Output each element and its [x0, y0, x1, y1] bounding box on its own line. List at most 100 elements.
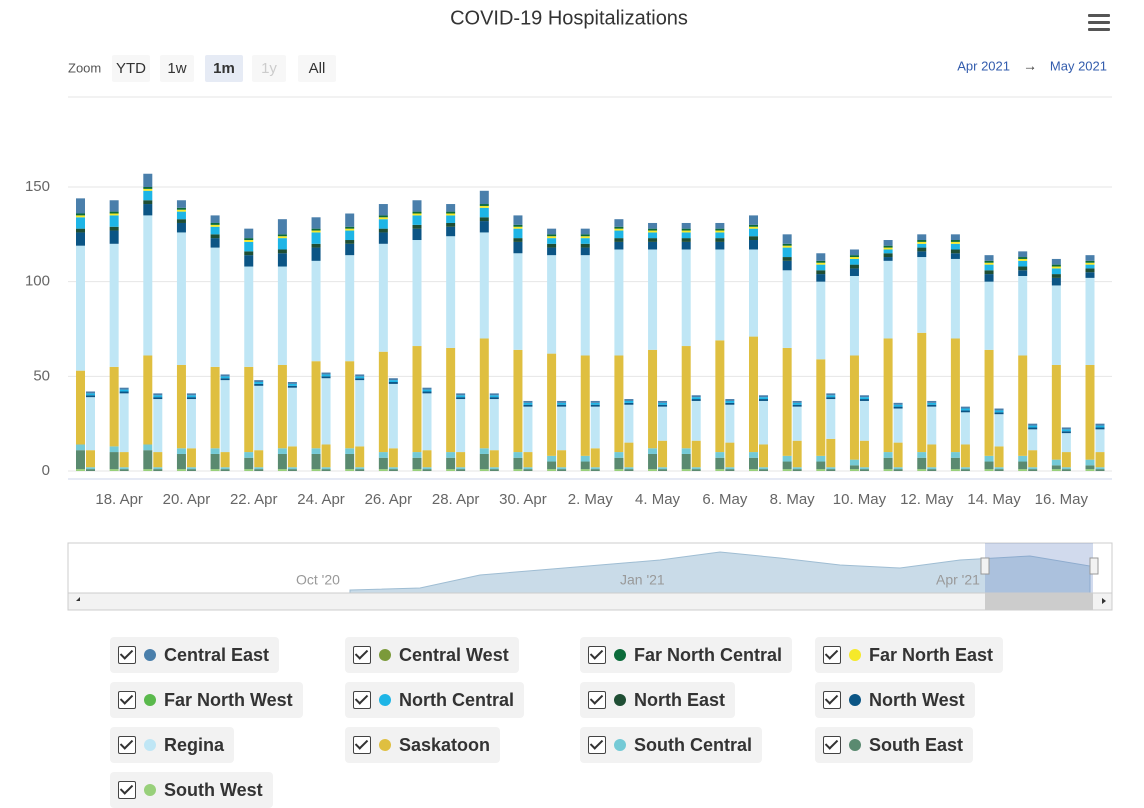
bar-segment: [782, 469, 792, 471]
bar-segment: [1085, 459, 1095, 466]
legend-checkbox[interactable]: [118, 736, 136, 754]
legend-label[interactable]: Saskatoon: [399, 734, 491, 755]
zoom-button[interactable]: [298, 55, 336, 82]
zoom-button[interactable]: [112, 55, 150, 82]
legend-symbol: [144, 739, 156, 751]
legend-item[interactable]: Far North East: [815, 637, 1004, 673]
bar-segment: [715, 457, 725, 470]
navigator-selection[interactable]: [985, 543, 1093, 593]
bar-segment: [648, 249, 658, 350]
bar-segment: [523, 406, 533, 453]
bar-segment: [725, 467, 735, 470]
bar-segment: [513, 457, 523, 470]
legend-item[interactable]: North East: [580, 682, 736, 718]
bar-segment: [76, 215, 85, 218]
legend-label[interactable]: Far North East: [869, 644, 994, 665]
legend-checkbox[interactable]: [353, 736, 371, 754]
bar-segment: [826, 469, 836, 471]
legend-label[interactable]: South Central: [634, 734, 753, 755]
legend-label[interactable]: South East: [869, 734, 964, 755]
bar-segment: [950, 241, 960, 244]
legend-label[interactable]: Central West: [399, 644, 509, 665]
bar-segment: [109, 230, 119, 244]
legend-item[interactable]: Far North West: [110, 682, 303, 718]
navigator-handle[interactable]: [1089, 557, 1099, 575]
bar-segment: [614, 228, 624, 231]
bar-segment: [658, 467, 668, 470]
bar-segment: [917, 240, 927, 242]
legend-checkbox[interactable]: [353, 646, 371, 664]
legend-checkbox[interactable]: [588, 736, 606, 754]
bar-segment: [658, 400, 668, 403]
legend-item[interactable]: North West: [815, 682, 975, 718]
bar-segment: [388, 378, 398, 381]
navigator-handle[interactable]: [980, 557, 990, 575]
bar-segment: [883, 469, 893, 471]
legend-label[interactable]: Far North Central: [634, 644, 783, 665]
bar-segment: [86, 395, 95, 398]
legend-item[interactable]: North Central: [345, 682, 525, 718]
legend-item[interactable]: Central East: [110, 637, 280, 673]
legend-item[interactable]: Far North Central: [580, 637, 793, 673]
legend-label[interactable]: North Central: [399, 689, 515, 710]
legend-checkbox[interactable]: [588, 646, 606, 664]
legend-label[interactable]: Central East: [164, 644, 270, 665]
bar-segment: [658, 469, 668, 471]
bar-segment: [1051, 258, 1061, 265]
bar-segment: [109, 226, 119, 231]
legend-checkbox[interactable]: [118, 646, 136, 664]
range-to[interactable]: May 2021: [1050, 58, 1107, 73]
legend-checkbox[interactable]: [118, 691, 136, 709]
bar-segment: [244, 266, 254, 367]
legend-checkbox[interactable]: [823, 646, 841, 664]
legend-item[interactable]: Regina: [110, 727, 235, 763]
bar-segment: [1051, 465, 1061, 470]
zoom-button-label[interactable]: 1y: [261, 60, 277, 77]
legend-checkbox[interactable]: [353, 691, 371, 709]
bar-segment: [345, 448, 355, 454]
zoom-button-label[interactable]: 1m: [213, 60, 235, 77]
legend-label[interactable]: Far North West: [164, 689, 293, 710]
legend-checkbox[interactable]: [823, 736, 841, 754]
zoom-button-label[interactable]: All: [309, 60, 326, 77]
bar-segment: [287, 387, 297, 447]
legend-item[interactable]: Central West: [345, 637, 519, 673]
legend-label[interactable]: North East: [634, 689, 726, 710]
range-from[interactable]: Apr 2021: [957, 58, 1010, 73]
legend-item[interactable]: South Central: [580, 727, 763, 763]
bar-segment: [86, 467, 95, 470]
bar-segment: [859, 400, 869, 441]
bar-segment: [950, 234, 960, 241]
bar-segment: [76, 228, 85, 233]
legend-label[interactable]: Regina: [164, 734, 225, 755]
legend-label[interactable]: South West: [164, 779, 263, 800]
zoom-button[interactable]: [160, 55, 194, 82]
bar-segment: [422, 469, 432, 471]
legend-checkbox[interactable]: [588, 691, 606, 709]
zoom-button[interactable]: [205, 55, 243, 82]
bar-segment: [749, 240, 758, 250]
bar-segment: [244, 255, 254, 267]
bar-segment: [917, 469, 927, 471]
x-tick-label: 14. May: [967, 491, 1021, 508]
bar-segment: [614, 226, 624, 229]
legend-checkbox[interactable]: [823, 691, 841, 709]
bar-segment: [1085, 465, 1095, 470]
legend-label[interactable]: North West: [869, 689, 965, 710]
legend-checkbox[interactable]: [118, 781, 136, 799]
zoom-button[interactable]: [252, 55, 286, 82]
scrollbar[interactable]: [67, 592, 1113, 611]
legend-item[interactable]: Saskatoon: [345, 727, 501, 763]
legend-item[interactable]: South West: [110, 772, 273, 808]
menu-button[interactable]: [1088, 14, 1110, 31]
bar-segment: [119, 452, 129, 468]
legend-item[interactable]: South East: [815, 727, 974, 763]
bar-segment: [1085, 255, 1095, 261]
bar-segment: [86, 397, 95, 451]
zoom-button-label[interactable]: YTD: [116, 60, 146, 77]
bar-segment: [176, 207, 186, 210]
bar-segment: [816, 262, 826, 265]
scrollbar-thumb[interactable]: [985, 593, 1093, 610]
zoom-button-label[interactable]: 1w: [167, 60, 186, 77]
legend-symbol: [849, 739, 861, 751]
